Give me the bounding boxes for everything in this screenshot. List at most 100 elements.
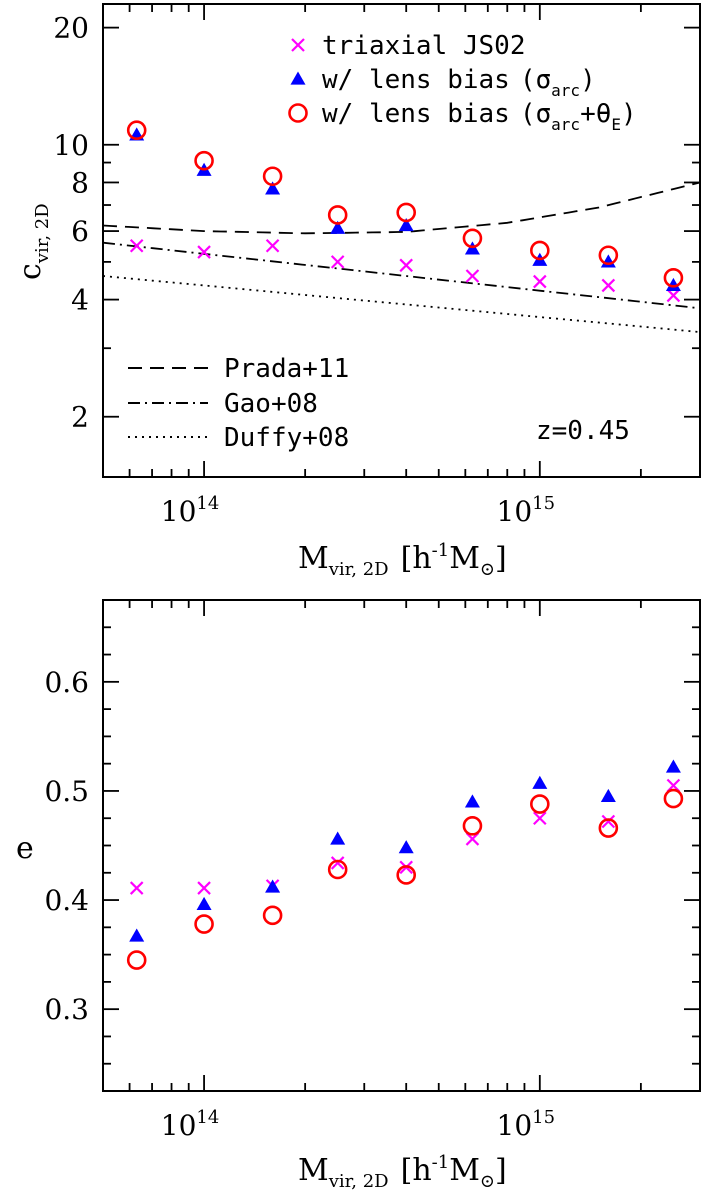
bottom-x-tick-exp: 14: [196, 1107, 219, 1128]
bottom-point-circle: [598, 818, 619, 838]
bottom-plot-frame: [102, 599, 701, 1092]
bottom-point-x: [533, 811, 547, 826]
bottom-point-circle: [462, 816, 483, 836]
legend-label-duffy: Duffy+08: [224, 423, 349, 453]
bottom-y-tick-label: 0.4: [44, 884, 89, 917]
bottom-panel: 0.30.40.50.6 1014 1015 e Mvir, 2D [h-1M⊙]: [16, 599, 701, 1192]
legend-label-lens-bias-theta-math: (σ: [520, 99, 551, 129]
top-point-x-stroke-b: [129, 239, 144, 253]
top-x-axis-label-unit: [h: [401, 541, 432, 576]
redshift-annotation: z=0.45: [536, 416, 630, 446]
top-x-tick-labels: 1014 1015: [161, 493, 555, 528]
bottom-point-circle: [663, 788, 684, 809]
bottom-point-x-stroke-b: [197, 881, 211, 895]
top-x-tick-base: 10: [497, 495, 533, 528]
top-x-axis-label-sub: vir, 2D: [328, 559, 389, 580]
legend-label-lens-bias-theta-mid: +θ: [580, 99, 611, 129]
top-point-circle: [126, 120, 147, 140]
bottom-y-tick-label: 0.6: [44, 666, 89, 699]
top-point-circle: [598, 245, 619, 266]
bottom-point-circle: [262, 905, 283, 926]
top-point-x: [265, 239, 280, 253]
top-point-circle: [663, 268, 684, 288]
top-point-circle: [327, 205, 348, 225]
bottom-x-tick-label: 1014: [161, 1107, 220, 1142]
top-point-x-stroke-b: [399, 258, 413, 273]
bottom-point-x: [465, 832, 480, 846]
top-x-axis-label-unit-end: M: [449, 541, 480, 576]
legend-circle-symbol: [288, 103, 308, 123]
legend-label-lens-bias-theta-close: ): [621, 99, 637, 129]
bottom-x-tick-base: 10: [497, 1109, 533, 1142]
legend-triangle-symbol: [290, 71, 306, 85]
legend-label-lens-bias-theta: w/ lens bias (σarc+θE): [322, 99, 637, 134]
top-point-x-stroke-b: [601, 278, 616, 293]
top-x-tick-label: 1014: [161, 493, 220, 528]
top-point-x-stroke-b: [465, 269, 480, 283]
legend-label-prada: Prada+11: [224, 354, 349, 384]
legend-label-lens-bias-theta-sub: arc: [551, 115, 580, 134]
legend-x-symbol: [291, 38, 305, 52]
bottom-x-axis-label-unit-sup: -1: [432, 1152, 450, 1173]
model-line-dotted: [102, 275, 701, 333]
top-x-tick-base: 10: [161, 495, 197, 528]
top-point-x: [129, 239, 144, 253]
top-x-tick-exp: 15: [532, 493, 555, 514]
top-point-x-stroke-b: [533, 274, 547, 289]
top-x-axis-label-unit-sup: -1: [432, 540, 450, 561]
bottom-point-x: [129, 881, 144, 895]
bottom-y-axis-label: e: [16, 831, 34, 866]
bottom-x-axis-label-sun: ⊙: [480, 1171, 495, 1192]
bottom-point-x-stroke-b: [129, 881, 144, 895]
top-y-tick-labels: 2 4 6 8 10 20: [53, 12, 89, 434]
legend-label-lens-bias-math: (σ: [520, 65, 551, 95]
bottom-point-x-stroke-b: [465, 832, 480, 846]
legend-label-lens-bias-theta-sub2: E: [611, 115, 621, 134]
top-point-circle: [530, 240, 550, 261]
top-point-circle: [262, 166, 283, 187]
bottom-x-tick-label: 1015: [497, 1107, 556, 1142]
top-point-x: [465, 269, 480, 283]
top-x-axis-label: Mvir, 2D [h-1M⊙]: [298, 540, 507, 580]
bottom-point-triangle: [600, 788, 616, 803]
top-data-points: [126, 120, 684, 303]
top-y-axis-label-sub: vir, 2D: [32, 203, 53, 264]
bottom-point-circle: [327, 859, 348, 880]
bottom-x-tick-labels: 1014 1015: [161, 1107, 555, 1142]
top-x-tick-label: 1015: [497, 493, 556, 528]
top-y-tick-label: 10: [53, 129, 89, 162]
bottom-point-circle: [530, 794, 550, 814]
legend-label-lens-bias-theta-text: w/ lens bias: [322, 99, 510, 129]
top-legend: triaxial JS02 w/ lens bias (σarc) w/ lens…: [288, 31, 637, 134]
bottom-point-triangle: [330, 831, 346, 845]
bottom-x-axis-label-unit: [h: [401, 1153, 432, 1188]
legend-label-lens-bias-close: ): [580, 65, 596, 95]
bottom-point-x-stroke-b: [666, 778, 681, 793]
top-y-tick-label: 6: [71, 215, 89, 248]
bottom-x-axis-label-main: M: [298, 1153, 329, 1188]
legend-item-lens-bias-theta: w/ lens bias (σarc+θE): [288, 99, 637, 134]
top-x-axis-label-sun: ⊙: [480, 559, 495, 580]
bottom-ticks: [102, 599, 701, 1092]
top-point-x: [330, 255, 345, 269]
bottom-y-tick-label: 0.3: [44, 993, 89, 1026]
bottom-point-x-stroke-b: [533, 811, 547, 826]
bottom-y-tick-label: 0.5: [44, 775, 89, 808]
bottom-point-x: [197, 881, 211, 895]
legend-x-marker: [291, 38, 305, 52]
bottom-point-triangle: [464, 794, 480, 808]
legend-label-gao: Gao+08: [224, 389, 318, 419]
top-x-tick-exp: 14: [196, 493, 219, 514]
bottom-point-triangle: [265, 879, 281, 893]
top-point-x: [533, 274, 547, 289]
bottom-point-triangle: [398, 840, 414, 854]
top-line-legend: Prada+11 Gao+08 Duffy+08: [128, 354, 349, 453]
bottom-point-x-stroke-b: [601, 814, 616, 829]
top-point-x-stroke-b: [197, 245, 211, 259]
legend-label-lens-bias-text: w/ lens bias: [322, 65, 510, 95]
legend-item-lens-bias: w/ lens bias (σarc): [290, 65, 596, 100]
top-x-axis-label-main: M: [298, 541, 329, 576]
model-line-dashed: [102, 181, 701, 235]
bottom-point-triangle: [129, 928, 145, 942]
top-y-tick-label: 4: [71, 284, 89, 317]
